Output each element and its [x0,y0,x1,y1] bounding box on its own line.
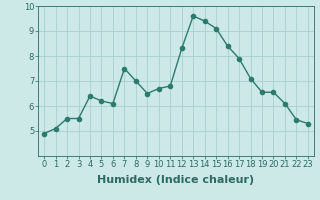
X-axis label: Humidex (Indice chaleur): Humidex (Indice chaleur) [97,175,255,185]
